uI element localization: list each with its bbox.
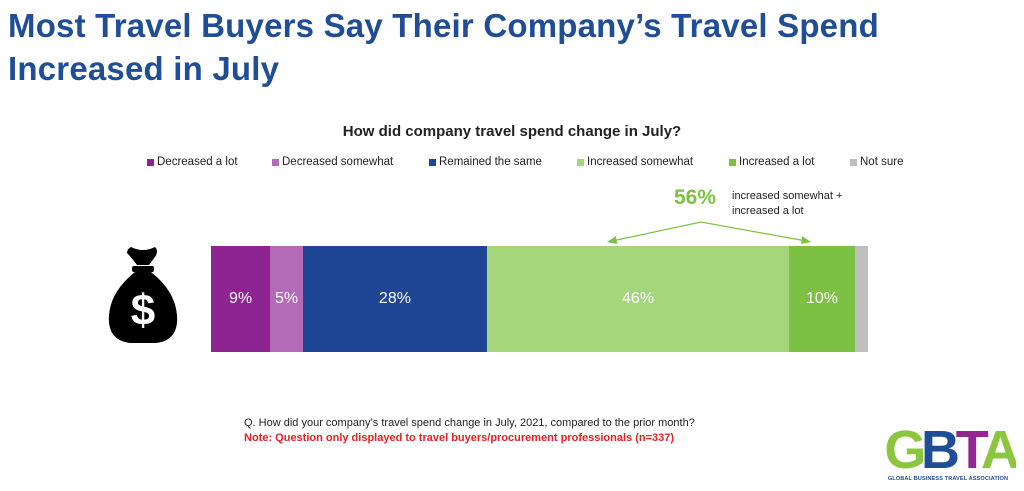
legend-label: Increased somewhat (587, 156, 694, 168)
legend-label: Not sure (860, 156, 904, 168)
footer-question: Q. How did your company’s travel spend c… (244, 417, 695, 429)
legend-label: Remained the same (439, 156, 542, 168)
legend-label: Increased a lot (739, 156, 815, 168)
legend-swatch (729, 158, 736, 166)
legend-label: Decreased a lot (157, 156, 238, 168)
legend-swatch (577, 158, 584, 166)
legend-swatch (850, 158, 857, 166)
bar-data-label-2: 28% (378, 290, 411, 307)
bar-data-label-4: 10% (805, 290, 839, 307)
svg-text:B: B (921, 420, 958, 474)
logo-letters: G B T A (884, 420, 1016, 474)
legend-item-remained-the-same: Remained the same (429, 156, 542, 168)
bar-data-label-1: 5% (274, 290, 299, 307)
money-bag-icon: $ (108, 247, 178, 343)
bar-segment-0 (211, 246, 271, 352)
svg-text:G: G (884, 420, 923, 474)
bar-segment-5 (854, 246, 868, 352)
callout-text: increased somewhat + increased a lot (732, 190, 843, 217)
legend-item-not-sure: Not sure (850, 156, 903, 168)
legend-swatch (429, 158, 436, 166)
legend-swatch (147, 158, 154, 166)
logo-tagline: GLOBAL BUSINESS TRAVEL ASSOCIATION (887, 476, 1009, 482)
bar-segment-1 (270, 246, 303, 352)
footer-note: Note: Question only displayed to travel … (244, 432, 675, 444)
legend-item-increased-a-lot: Increased a lot (729, 156, 814, 168)
svg-text:$: $ (131, 286, 155, 335)
chart-legend: Decreased a lot Decreased somewhat Remai… (0, 156, 1024, 172)
legend-item-decreased-a-lot: Decreased a lot (147, 156, 238, 168)
bar-segment-3 (486, 246, 790, 352)
legend-item-decreased-somewhat: Decreased somewhat (272, 156, 393, 168)
chart-title: How did company travel spend change in J… (342, 123, 682, 140)
svg-text:A: A (981, 420, 1016, 474)
bar-data-label-0: 9% (229, 290, 253, 307)
callout-bracket-line (611, 221, 807, 242)
svg-text:T: T (956, 420, 989, 474)
callout-arrow-right (801, 236, 811, 244)
callout-percentage: 56% (674, 186, 717, 209)
bar-segment-4 (789, 246, 855, 352)
legend-label: Decreased somewhat (282, 156, 394, 168)
legend-swatch (272, 158, 279, 166)
bar-segment-2 (302, 246, 487, 352)
legend-item-increased-somewhat: Increased somewhat (577, 156, 693, 168)
callout-arrow-left (607, 236, 617, 244)
bar-data-label-3: 46% (622, 290, 655, 307)
page-title: Most Travel Buyers Say Their Company’s T… (8, 7, 879, 87)
gbta-logo: G B T A GLOBAL BUSINESS TRAVEL ASSOCIATI… (878, 420, 1018, 490)
